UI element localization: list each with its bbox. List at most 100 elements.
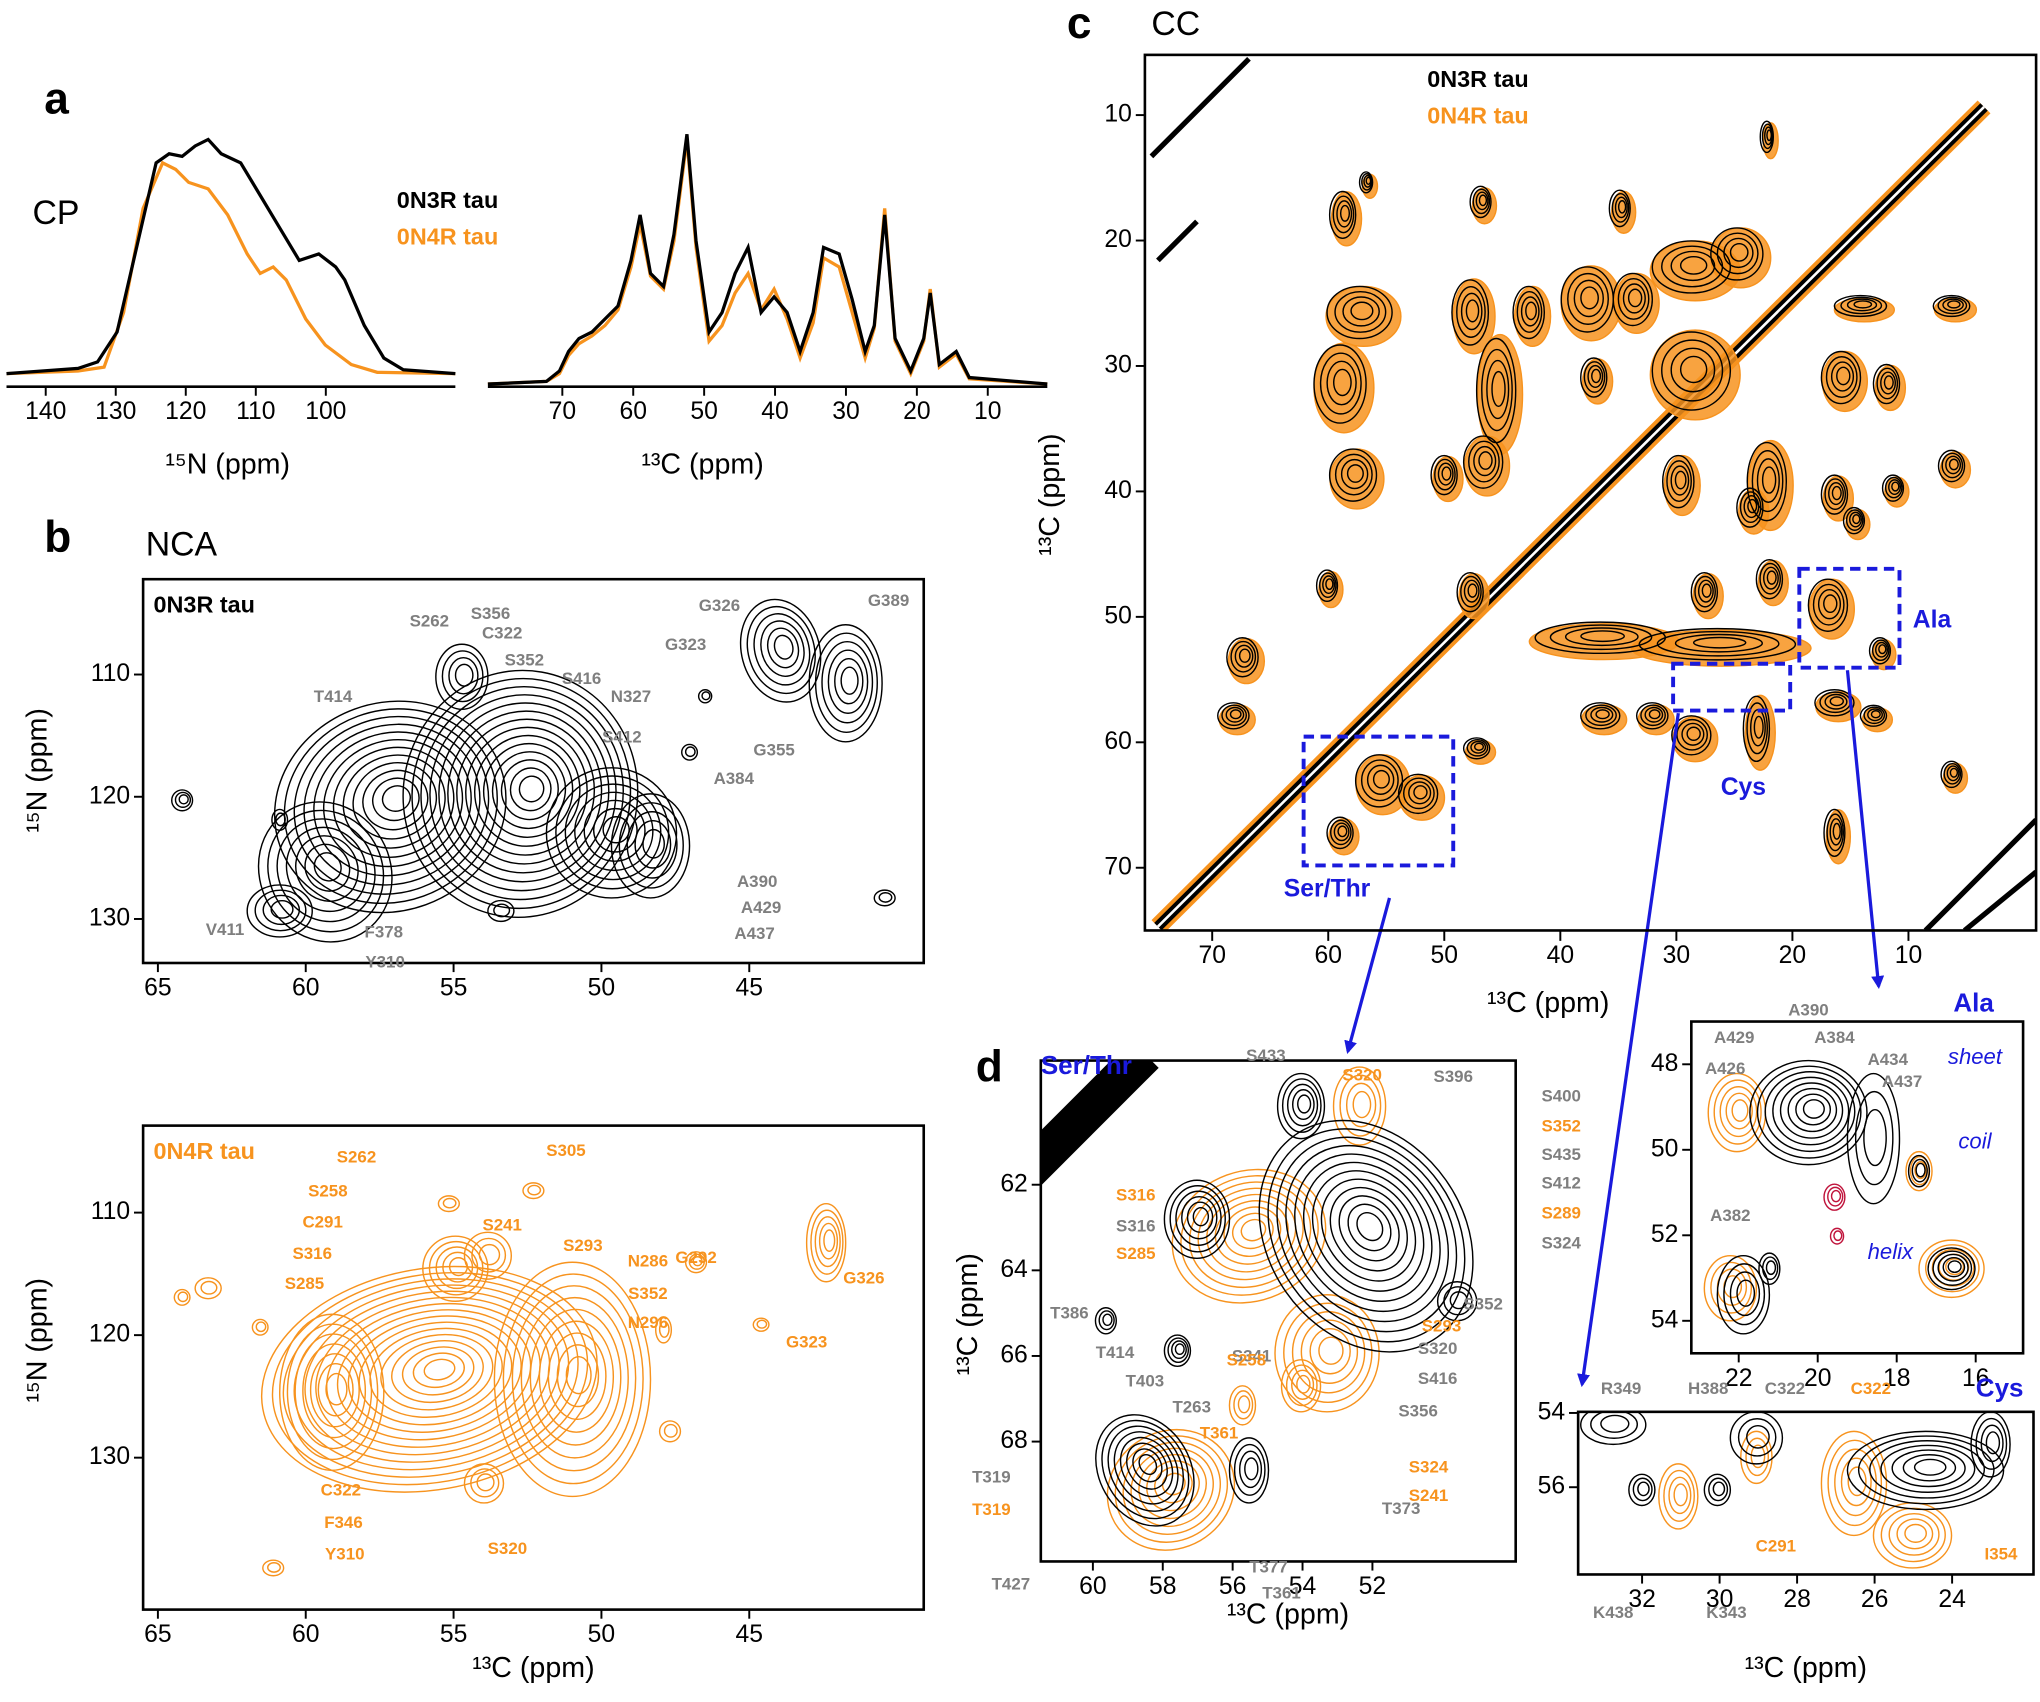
contour <box>325 1302 541 1448</box>
x-tick-label: 26 <box>1861 1586 1888 1613</box>
x-tick-label: 60 <box>1315 942 1342 969</box>
x-tick-label: 50 <box>690 398 717 425</box>
contour <box>391 1340 484 1404</box>
contour <box>1737 1418 1777 1457</box>
spectrum-0n4r <box>6 160 456 376</box>
contour <box>1285 1144 1450 1323</box>
y-tick-label: 56 <box>1538 1473 1565 1500</box>
x-tick-label: 55 <box>440 975 467 1002</box>
peak-label: S435 <box>1541 1145 1580 1164</box>
contour <box>1723 237 1754 269</box>
contour <box>1932 294 1971 318</box>
contour <box>810 1209 844 1275</box>
contour-group <box>1106 1066 1387 1551</box>
contour <box>1758 1252 1781 1286</box>
contour <box>1180 1175 1319 1296</box>
contour <box>1830 1189 1842 1203</box>
contour <box>1849 511 1863 528</box>
contour <box>1826 813 1845 852</box>
x-tick-label: 45 <box>736 1621 763 1648</box>
y-axis-label: ¹³C (ppm) <box>952 1253 984 1375</box>
peak-label: N296 <box>628 1313 668 1332</box>
contour <box>1297 1094 1312 1114</box>
contour <box>873 889 896 907</box>
y-tick-label: 50 <box>1104 602 1131 629</box>
contour <box>1329 1186 1408 1272</box>
contour <box>1888 1512 1940 1556</box>
contour <box>827 649 869 714</box>
y-axis-label: ¹⁵N (ppm) <box>22 1278 54 1403</box>
subpanel-title: Cys <box>1976 1373 2024 1403</box>
contour <box>1852 514 1861 525</box>
contour <box>1872 1502 1953 1569</box>
contour <box>1441 466 1452 481</box>
contour <box>1138 1453 1207 1520</box>
peak-label: S258 <box>308 1181 347 1200</box>
contour <box>1244 1457 1259 1481</box>
peak-label: A429 <box>1714 1028 1754 1047</box>
y-axis-label: ¹⁵N (ppm) <box>22 708 54 833</box>
peak-label: S320 <box>488 1539 527 1558</box>
contour <box>1937 449 1966 483</box>
peak-label: S316 <box>1116 1185 1155 1204</box>
x-tick-label: 120 <box>165 398 206 425</box>
contour <box>1333 822 1350 842</box>
x-tick-label: 18 <box>1883 1365 1910 1392</box>
contour <box>808 624 883 743</box>
contour <box>1676 718 1709 751</box>
x-tick-label: 45 <box>736 975 763 1002</box>
contour <box>1764 1071 1856 1153</box>
peak-label: T319 <box>972 1500 1011 1519</box>
contour <box>1372 769 1390 789</box>
contour <box>545 767 678 899</box>
contour <box>658 1420 682 1443</box>
contour <box>1098 1310 1115 1331</box>
contour <box>302 1343 367 1439</box>
contour <box>1326 360 1357 406</box>
contour <box>1703 1473 1732 1507</box>
contour <box>1744 694 1776 771</box>
contour <box>739 598 822 703</box>
peak-label: G292 <box>675 1248 716 1267</box>
contour <box>1671 715 1712 756</box>
y-tick-label: 30 <box>1104 352 1131 379</box>
contour <box>1329 819 1352 846</box>
peak-label: A426 <box>1705 1059 1745 1078</box>
contour <box>257 801 393 943</box>
contour <box>1436 1281 1478 1322</box>
contour <box>1332 1066 1387 1146</box>
contour <box>1833 294 1888 318</box>
peak-label: A429 <box>741 898 781 917</box>
contour <box>1309 1327 1351 1375</box>
contour <box>1614 196 1628 219</box>
contour <box>1713 1079 1762 1145</box>
contour <box>304 1290 560 1463</box>
contour <box>1486 359 1510 420</box>
contour <box>1807 578 1849 632</box>
peak-label: T377 <box>1249 1557 1288 1576</box>
contour <box>1113 1431 1179 1505</box>
contour <box>1829 818 1843 846</box>
contour <box>663 1423 678 1438</box>
contour <box>500 759 559 821</box>
contour <box>1746 441 1788 522</box>
contour <box>1949 767 1959 778</box>
contour <box>1939 451 1972 489</box>
y-tick-label: 40 <box>1104 477 1131 504</box>
contour <box>1878 644 1887 655</box>
contour <box>429 694 617 892</box>
contour <box>246 884 313 938</box>
contour-group <box>1716 1059 1976 1335</box>
contour <box>1221 704 1248 727</box>
y-tick-label: 20 <box>1104 226 1131 253</box>
diagonal-band <box>1156 219 1199 263</box>
contour <box>1686 726 1701 741</box>
contour <box>1670 465 1690 496</box>
contour <box>1824 693 1848 710</box>
contour <box>547 1332 607 1421</box>
contour-fill <box>1614 273 1660 334</box>
peak-label: S352 <box>1463 1295 1502 1314</box>
contour <box>473 734 581 847</box>
series-label: 0N4R tau <box>154 1138 255 1164</box>
